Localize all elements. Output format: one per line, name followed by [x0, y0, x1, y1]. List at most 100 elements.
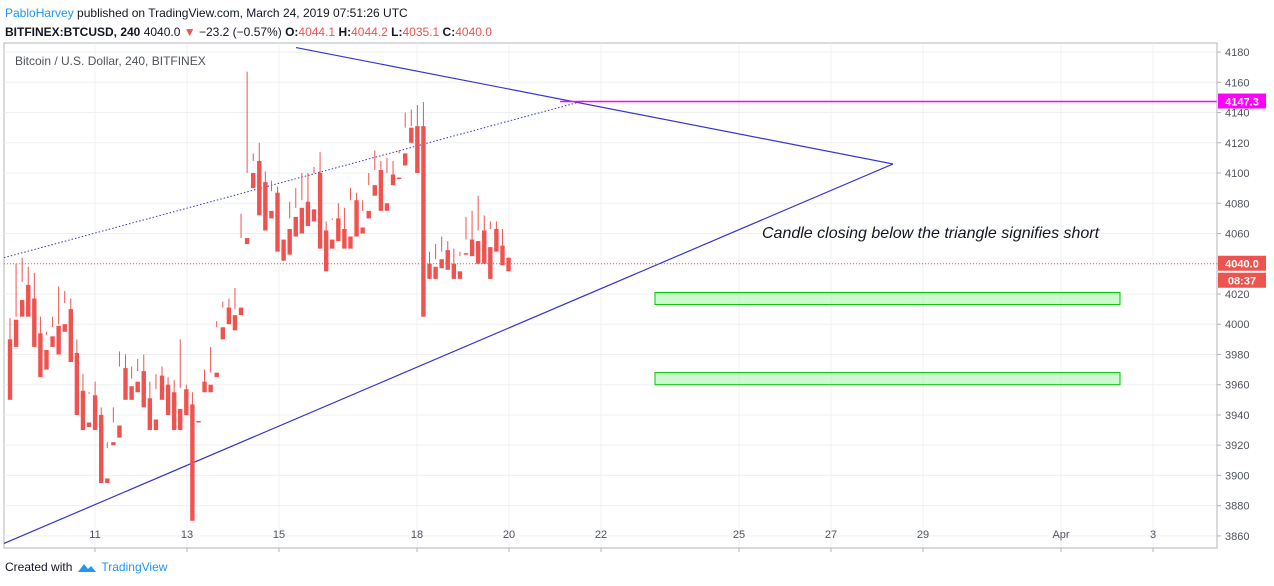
candle	[44, 331, 49, 370]
price-tick-label: 4140	[1225, 108, 1249, 120]
candle-body	[506, 257, 511, 272]
candle	[238, 213, 244, 316]
candle	[372, 150, 377, 196]
candle	[117, 351, 122, 438]
candle	[92, 381, 98, 431]
price-change: −23.2 (−0.57%)	[198, 25, 282, 39]
price-tick-label: 3920	[1225, 440, 1249, 452]
candle-body	[372, 185, 377, 196]
candle-body	[257, 160, 262, 216]
candle-body	[494, 228, 499, 252]
publish-line: PabloHarvey published on TradingView.com…	[5, 4, 492, 23]
candle	[86, 392, 92, 428]
candle	[232, 287, 238, 331]
candle	[506, 257, 511, 272]
open-label: O:	[285, 25, 299, 39]
time-tick-label: 11	[89, 529, 100, 541]
price-tick-label: 4000	[1225, 319, 1249, 331]
candle-body	[238, 307, 244, 316]
candle-body	[171, 392, 177, 431]
candle-body	[269, 210, 274, 219]
close-label: C:	[442, 25, 456, 39]
candle-body	[305, 201, 311, 226]
open-value: 4044.1	[298, 25, 336, 39]
candle	[62, 290, 67, 332]
created-with-text: Created with	[5, 560, 73, 574]
tradingview-logo[interactable]: TradingView	[76, 560, 167, 574]
last-price: 4040.0	[143, 25, 181, 39]
candle-body	[475, 241, 481, 264]
candle-body	[317, 173, 323, 249]
price-tick-label: 4060	[1225, 229, 1249, 241]
down-arrow-icon: ▼	[183, 25, 196, 39]
candle	[475, 195, 481, 264]
candle	[342, 207, 347, 249]
candle	[251, 153, 256, 189]
candle	[190, 392, 195, 521]
candle	[360, 200, 365, 234]
countdown-tag-bg	[1218, 272, 1266, 288]
candle-body	[403, 153, 408, 166]
candles	[7, 71, 511, 521]
candle-body	[244, 238, 250, 245]
candle	[403, 112, 408, 166]
candle-body	[62, 324, 67, 332]
candle-body	[293, 216, 298, 237]
candle-body	[409, 127, 414, 143]
candle	[153, 374, 159, 431]
candle	[263, 171, 268, 231]
candle-body	[147, 398, 153, 431]
symbol-label: BITFINEX:BTCUSD, 240	[5, 25, 141, 39]
candle	[378, 160, 384, 211]
candle	[220, 301, 225, 340]
candle-body	[19, 300, 25, 317]
candle-body	[232, 315, 238, 331]
candle	[390, 160, 396, 186]
time-tick-label: 22	[595, 529, 607, 541]
candle-body	[427, 263, 432, 279]
candle	[287, 201, 292, 255]
candle-body	[208, 384, 213, 393]
candle-body	[299, 207, 305, 234]
chart-annotation: Candle closing below the triangle signif…	[762, 225, 1100, 242]
candle-body	[56, 325, 61, 355]
candle-body	[281, 239, 286, 261]
countdown-tag: 08:37	[1228, 276, 1256, 288]
candle-body	[159, 375, 165, 400]
price-axis: 3860388039003920394039603980400040204040…	[1216, 43, 1249, 548]
price-tick-label: 3900	[1225, 470, 1249, 482]
candle-body	[415, 126, 420, 174]
candle-body	[482, 230, 487, 264]
candle	[184, 384, 189, 415]
candle	[415, 104, 420, 174]
candle	[13, 263, 19, 347]
high-value: 4044.2	[351, 25, 388, 39]
triangle-lower-line	[3, 163, 894, 545]
candle	[409, 109, 414, 143]
candle-body	[323, 230, 329, 272]
candle	[147, 381, 153, 431]
candle	[135, 359, 140, 393]
price-tick-label: 4080	[1225, 198, 1249, 210]
candle	[80, 374, 86, 431]
candle-body	[196, 420, 201, 423]
candle	[354, 192, 359, 237]
candle	[482, 215, 487, 264]
candle	[123, 354, 128, 400]
price-tick-label: 4100	[1225, 168, 1249, 180]
price-tick-label: 4120	[1225, 138, 1249, 150]
candle-body	[433, 266, 438, 279]
candle-body	[354, 200, 359, 237]
candle	[26, 266, 31, 317]
last-price-tag: 4040.0	[1225, 259, 1259, 271]
price-tick-label: 3880	[1225, 501, 1249, 513]
candle	[105, 442, 110, 483]
candle	[317, 151, 323, 249]
candle-body	[311, 209, 317, 222]
author-link[interactable]: PabloHarvey	[5, 6, 74, 20]
footer: Created with TradingView	[5, 560, 167, 574]
candle	[427, 251, 432, 279]
time-tick-label: 29	[917, 529, 929, 541]
candle-body	[330, 239, 335, 249]
